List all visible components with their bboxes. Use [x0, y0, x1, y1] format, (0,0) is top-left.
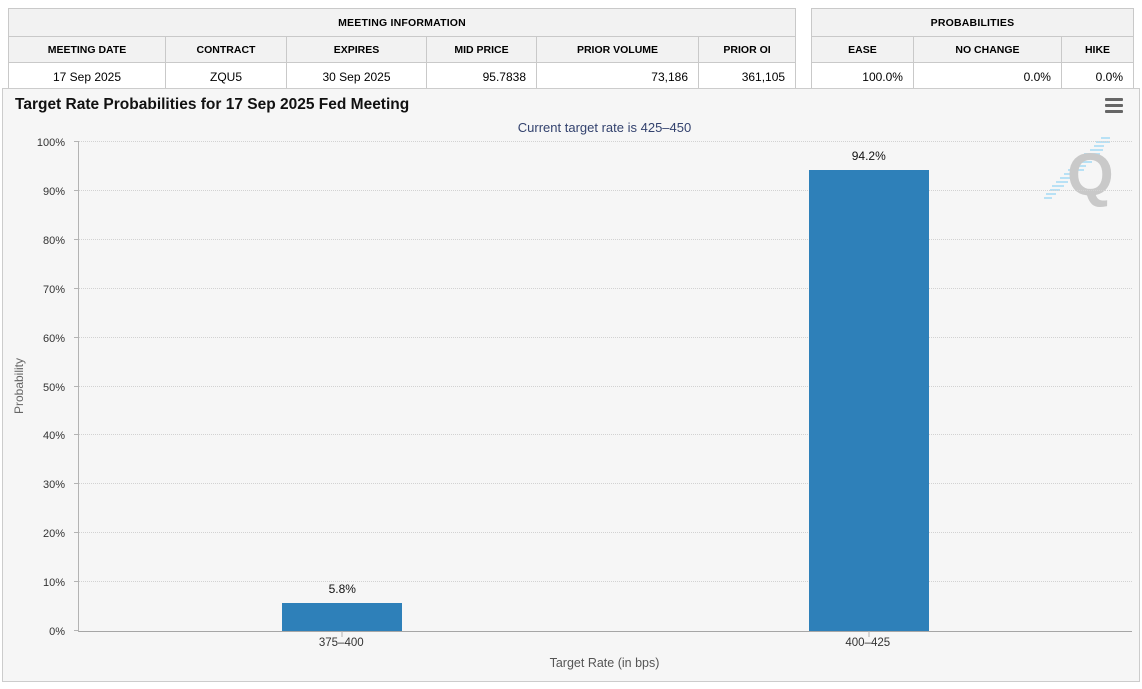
y-tick-label: 40% — [42, 430, 65, 443]
probabilities-table: PROBABILITIES EASE NO CHANGE HIKE 100.0%… — [810, 8, 1135, 91]
gridline-80% — [79, 238, 1132, 240]
y-tick-label: 60% — [42, 332, 65, 345]
cell-ease: 100.0% — [810, 62, 914, 91]
hamburger-bar — [1105, 98, 1123, 101]
y-tick-label: 90% — [42, 185, 65, 198]
col-prior-oi: PRIOR OI — [697, 36, 797, 63]
gridline-100% — [79, 141, 1132, 142]
bar-value-label: 5.8% — [328, 581, 356, 596]
plot-area: 5.8% 94.2% — [74, 141, 1132, 637]
header-tables: MEETING INFORMATION MEETING DATE CONTRAC… — [0, 0, 1142, 91]
chart-panel: Target Rate Probabilities for 17 Sep 202… — [2, 88, 1140, 682]
gridline-90% — [79, 189, 1132, 191]
y-tick-mark — [74, 336, 79, 338]
col-expires: EXPIRES — [286, 36, 427, 63]
y-tick-label: 20% — [42, 528, 65, 541]
x-tick-label: 400–425 — [845, 637, 891, 649]
col-prior-volume: PRIOR VOLUME — [536, 36, 699, 63]
y-tick-mark — [74, 434, 79, 436]
gridline-60% — [79, 336, 1132, 338]
chart-subtitle: Current target rate is 425–450 — [517, 120, 692, 135]
chart-title: Target Rate Probabilities for 17 Sep 202… — [15, 96, 410, 113]
y-tick-mark — [74, 532, 79, 534]
y-tick-label: 70% — [42, 283, 65, 296]
cell-hike: 0.0% — [1060, 62, 1135, 91]
gridline-50% — [79, 385, 1132, 387]
col-meeting-date: MEETING DATE — [8, 36, 166, 63]
y-tick-mark — [74, 483, 79, 485]
gridline-70% — [79, 287, 1132, 289]
gridline-20% — [79, 532, 1132, 534]
x-axis-labels: 375–400 400–425 — [78, 637, 1131, 653]
y-tick-mark — [74, 385, 79, 387]
cell-prior-volume: 73,186 — [536, 62, 699, 91]
cell-no-change: 0.0% — [912, 62, 1062, 91]
y-tick-label: 0% — [49, 626, 65, 638]
y-tick-mark — [74, 287, 79, 289]
probabilities-title: PROBABILITIES — [810, 8, 1135, 37]
bar-value-label: 94.2% — [851, 149, 886, 164]
y-tick-mark — [74, 238, 79, 240]
hamburger-menu-icon[interactable] — [1105, 98, 1123, 113]
x-tick-label: 375–400 — [318, 637, 364, 649]
y-tick-mark — [74, 630, 79, 631]
gridline-30% — [79, 483, 1132, 485]
y-tick-mark — [74, 141, 79, 142]
bar-375–400[interactable] — [282, 602, 403, 631]
y-tick-label: 10% — [42, 577, 65, 590]
col-contract: CONTRACT — [165, 36, 287, 63]
cell-mid-price: 95.7838 — [426, 62, 537, 91]
x-tick-mark — [868, 631, 870, 637]
gridline-40% — [79, 434, 1132, 436]
x-tick-mark — [341, 631, 343, 637]
hamburger-bar — [1105, 110, 1123, 113]
y-tick-mark — [74, 189, 79, 191]
cell-meeting-date: 17 Sep 2025 — [8, 62, 166, 91]
y-tick-label: 30% — [42, 479, 65, 492]
bar-400–425[interactable] — [808, 170, 929, 631]
col-ease: EASE — [810, 36, 914, 63]
y-tick-label: 50% — [42, 381, 65, 394]
gridline-10% — [79, 581, 1132, 583]
meeting-information-row: 17 Sep 2025 ZQU5 30 Sep 2025 95.7838 73,… — [8, 62, 797, 91]
hamburger-bar — [1105, 104, 1123, 107]
y-axis-labels: 0% 10% 20% 30% 40% 50% 60% 70% 80% 90% 100% — [3, 137, 71, 638]
x-axis-title: Target Rate (in bps) — [549, 656, 660, 670]
probabilities-row: 100.0% 0.0% 0.0% — [810, 62, 1135, 91]
col-mid-price: MID PRICE — [426, 36, 537, 63]
quikstrike-watermark: Q — [1044, 137, 1114, 208]
y-tick-mark — [74, 581, 79, 583]
meeting-information-table: MEETING INFORMATION MEETING DATE CONTRAC… — [7, 8, 797, 91]
y-tick-label: 80% — [42, 234, 65, 247]
meeting-information-title: MEETING INFORMATION — [7, 8, 797, 37]
watermark-q-letter: Q — [1067, 141, 1114, 208]
col-no-change: NO CHANGE — [912, 36, 1062, 63]
col-hike: HIKE — [1060, 36, 1135, 63]
y-tick-label: 100% — [36, 137, 65, 149]
cell-expires: 30 Sep 2025 — [286, 62, 427, 91]
cell-prior-oi: 361,105 — [697, 62, 797, 91]
cell-contract: ZQU5 — [165, 62, 287, 91]
